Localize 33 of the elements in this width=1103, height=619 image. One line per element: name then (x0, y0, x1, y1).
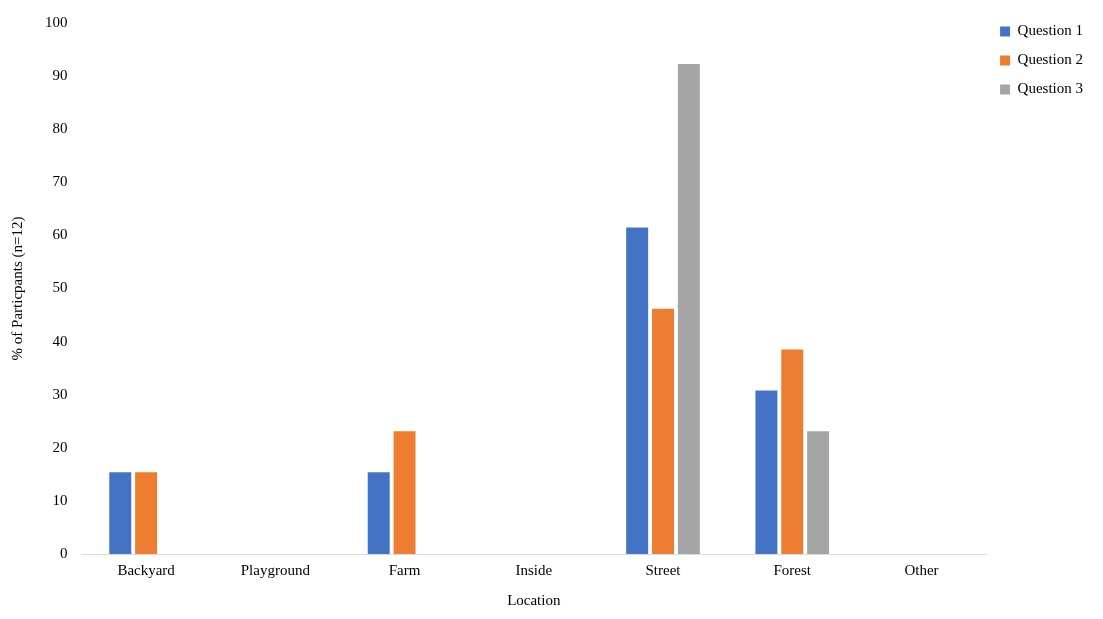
bar (393, 431, 416, 554)
y-tick-label: 100 (45, 13, 68, 30)
bar (781, 349, 804, 554)
legend-label: Question 1 (1017, 22, 1084, 39)
x-tick-label: Inside (515, 561, 553, 578)
x-tick-label: Backyard (117, 561, 176, 578)
y-axis-title: % of Particpants (n=12) (8, 216, 26, 361)
y-tick-label: 70 (52, 173, 68, 190)
bar (807, 431, 830, 554)
bar (652, 308, 675, 554)
y-tick-label: 60 (52, 226, 68, 243)
y-tick-label: 80 (52, 120, 68, 137)
y-tick-label: 50 (52, 279, 68, 296)
bar (109, 472, 132, 554)
x-tick-label: Playground (240, 561, 311, 578)
y-tick-label: 20 (52, 438, 68, 455)
bar (626, 227, 649, 554)
legend-label: Question 3 (1017, 80, 1084, 97)
y-tick-label: 10 (52, 491, 68, 508)
x-tick-label: Street (645, 561, 682, 578)
y-tick-label: 90 (52, 67, 68, 84)
y-tick-label: 0 (60, 544, 68, 561)
legend-label: Question 2 (1017, 51, 1084, 68)
y-tick-label: 40 (52, 332, 68, 349)
bar (367, 472, 390, 554)
x-axis-title: Location (507, 591, 561, 608)
bar (135, 472, 158, 554)
x-tick-label: Farm (388, 561, 421, 578)
y-tick-label: 30 (52, 385, 68, 402)
bar (755, 390, 778, 554)
x-tick-label: Other (904, 561, 939, 578)
x-tick-label: Forest (773, 561, 812, 578)
bar (677, 63, 700, 554)
